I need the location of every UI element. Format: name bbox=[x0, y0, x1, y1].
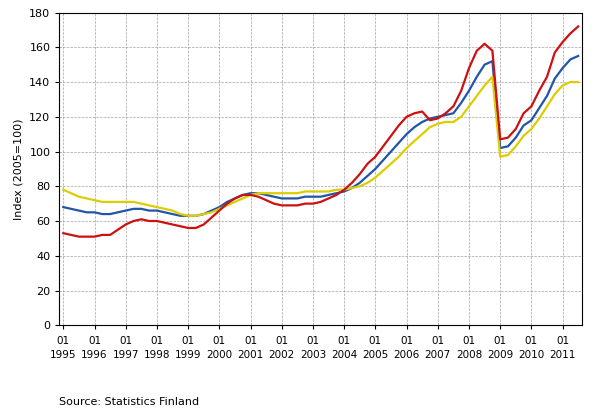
Text: 01: 01 bbox=[431, 337, 444, 347]
Text: 01: 01 bbox=[369, 337, 382, 347]
Text: 1999: 1999 bbox=[175, 350, 201, 360]
Text: 01: 01 bbox=[337, 337, 350, 347]
Line: Domestic turnover: Domestic turnover bbox=[64, 77, 578, 216]
Export turnover bbox=[278, 203, 285, 208]
Domestic turnover bbox=[544, 104, 551, 109]
Text: 1997: 1997 bbox=[112, 350, 139, 360]
Text: 2006: 2006 bbox=[393, 350, 420, 360]
Text: 1998: 1998 bbox=[144, 350, 170, 360]
Line: Export turnover: Export turnover bbox=[64, 26, 578, 237]
Text: 01: 01 bbox=[307, 337, 320, 347]
Text: 01: 01 bbox=[88, 337, 101, 347]
Total turnover bbox=[574, 53, 582, 58]
Text: 2001: 2001 bbox=[238, 350, 264, 360]
Text: 2004: 2004 bbox=[331, 350, 357, 360]
Export turnover bbox=[574, 24, 582, 29]
Total turnover bbox=[177, 214, 184, 219]
Total turnover bbox=[278, 196, 285, 201]
Text: 01: 01 bbox=[182, 337, 195, 347]
Text: 2007: 2007 bbox=[425, 350, 451, 360]
Total turnover bbox=[60, 205, 67, 210]
Total turnover bbox=[138, 206, 145, 211]
Total turnover bbox=[544, 93, 551, 98]
Export turnover bbox=[130, 219, 137, 224]
Domestic turnover bbox=[457, 114, 465, 119]
Text: 01: 01 bbox=[57, 337, 70, 347]
Text: 1995: 1995 bbox=[50, 350, 77, 360]
Line: Total turnover: Total turnover bbox=[64, 56, 578, 216]
Text: 01: 01 bbox=[525, 337, 538, 347]
Domestic turnover bbox=[574, 80, 582, 85]
Export turnover bbox=[75, 234, 83, 239]
Text: 01: 01 bbox=[275, 337, 288, 347]
Text: 01: 01 bbox=[150, 337, 163, 347]
Y-axis label: Index (2005=100): Index (2005=100) bbox=[14, 118, 24, 220]
Domestic turnover bbox=[278, 191, 285, 196]
Domestic turnover bbox=[489, 74, 496, 79]
Text: 01: 01 bbox=[119, 337, 132, 347]
Text: 2009: 2009 bbox=[487, 350, 513, 360]
Export turnover bbox=[302, 201, 309, 206]
Text: 1996: 1996 bbox=[81, 350, 108, 360]
Text: 2003: 2003 bbox=[300, 350, 326, 360]
Domestic turnover bbox=[60, 187, 67, 192]
Text: 01: 01 bbox=[494, 337, 507, 347]
Domestic turnover bbox=[302, 189, 309, 194]
Total turnover bbox=[302, 194, 309, 199]
Text: 01: 01 bbox=[463, 337, 476, 347]
Export turnover bbox=[457, 88, 465, 93]
Text: 2002: 2002 bbox=[268, 350, 295, 360]
Text: 2011: 2011 bbox=[549, 350, 576, 360]
Text: 01: 01 bbox=[244, 337, 257, 347]
Text: 2008: 2008 bbox=[456, 350, 482, 360]
Text: 01: 01 bbox=[556, 337, 569, 347]
Text: 2000: 2000 bbox=[206, 350, 232, 360]
Export turnover bbox=[146, 219, 153, 224]
Export turnover bbox=[544, 74, 551, 79]
Export turnover bbox=[60, 231, 67, 236]
Text: 2010: 2010 bbox=[519, 350, 545, 360]
Text: 01: 01 bbox=[400, 337, 413, 347]
Text: Source: Statistics Finland: Source: Statistics Finland bbox=[59, 397, 200, 407]
Domestic turnover bbox=[122, 199, 129, 204]
Text: 01: 01 bbox=[213, 337, 226, 347]
Domestic turnover bbox=[185, 214, 192, 219]
Total turnover bbox=[457, 100, 465, 106]
Total turnover bbox=[122, 208, 129, 213]
Domestic turnover bbox=[99, 199, 106, 204]
Text: 2005: 2005 bbox=[362, 350, 388, 360]
